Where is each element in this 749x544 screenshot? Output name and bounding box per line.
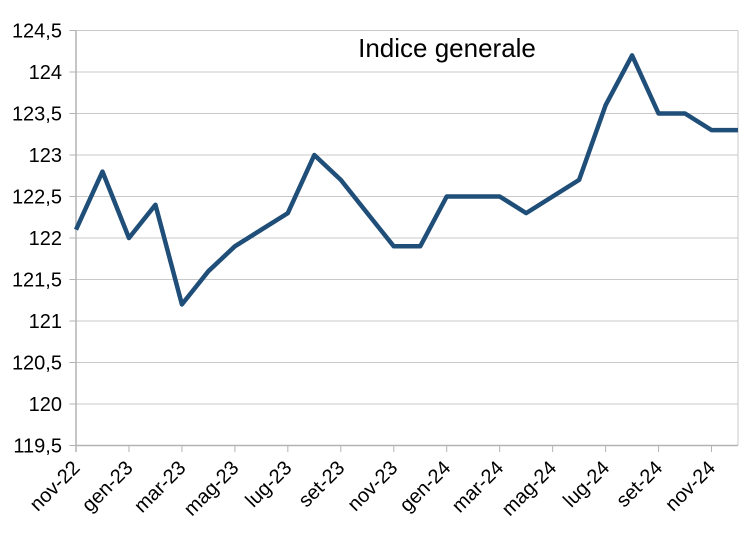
- y-tick-label: 120: [29, 394, 62, 416]
- x-tick-label: mar-24: [448, 457, 508, 517]
- x-tick-label: lug-24: [559, 457, 614, 512]
- x-axis-labels: nov-22gen-23mar-23mag-23lug-23set-23nov-…: [26, 457, 720, 521]
- x-tick-label: mar-23: [130, 457, 190, 517]
- axes: [69, 30, 738, 452]
- y-tick-label: 124: [29, 62, 62, 84]
- x-tick-label: mag-24: [498, 457, 562, 521]
- y-tick-label: 122,5: [12, 187, 62, 209]
- x-tick-label: set-24: [612, 457, 667, 512]
- x-tick-label: nov-24: [661, 457, 720, 516]
- y-tick-label: 121: [29, 311, 62, 333]
- y-tick-label: 122: [29, 228, 62, 250]
- data-series-line: [73, 53, 738, 307]
- x-tick-label: gen-23: [78, 457, 138, 517]
- gridlines: [76, 30, 739, 446]
- y-axis-labels: 119,5 120 120,5 121 121,5 122 122,5 123 123,5 124…: [12, 21, 62, 458]
- x-tick-label: gen-24: [396, 457, 456, 517]
- y-tick-label: 121,5: [12, 270, 62, 292]
- chart-title: Indice generale: [358, 33, 536, 63]
- x-tick-label: mag-23: [180, 457, 244, 521]
- x-tick-label: nov-22: [26, 457, 85, 516]
- y-tick-label: 123: [29, 145, 62, 167]
- x-tick-label: set-23: [294, 457, 349, 512]
- y-tick-label: 120,5: [12, 353, 62, 375]
- y-tick-label: 119,5: [13, 436, 62, 458]
- y-tick-label: 124,5: [12, 21, 62, 43]
- y-tick-label: 123,5: [12, 104, 62, 126]
- x-tick-label: lug-23: [241, 457, 296, 512]
- x-tick-label: nov-23: [343, 457, 402, 516]
